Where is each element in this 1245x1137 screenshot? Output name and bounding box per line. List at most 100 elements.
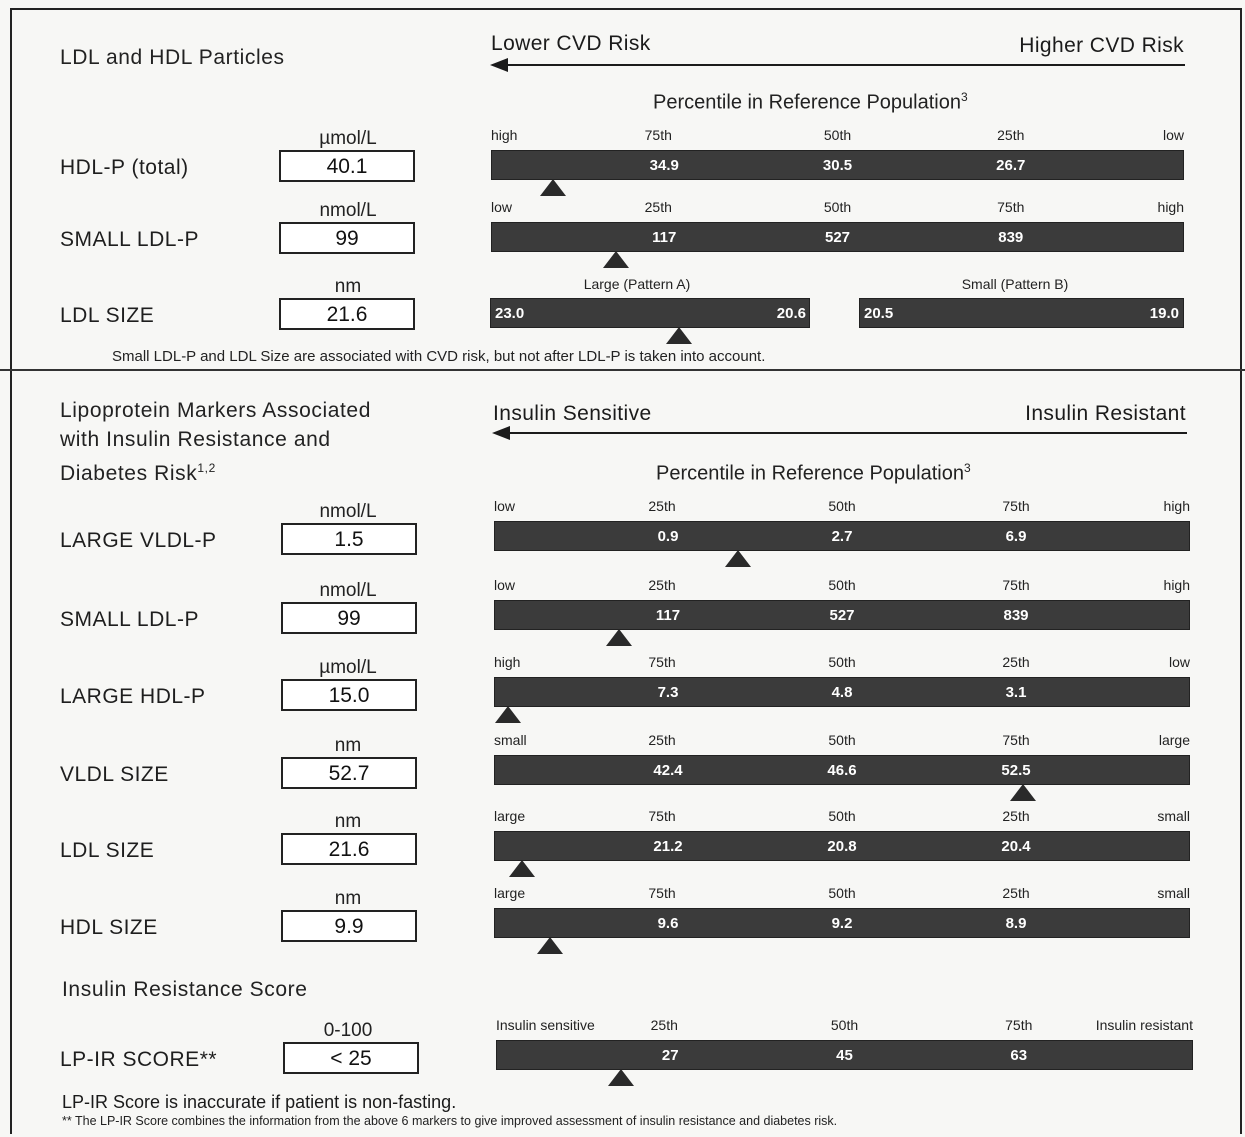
footnote-lp-ir: ** The LP-IR Score combines the informat… — [62, 1114, 838, 1128]
pattern-a-bar — [490, 298, 810, 328]
unit-label: nmol/L — [319, 580, 377, 601]
percentile-tick-label: low — [494, 498, 516, 514]
percentile-tick-label: 25th — [650, 1017, 678, 1033]
bar-percentile-value: 117 — [655, 607, 681, 624]
result-value-box: 15.0 — [281, 679, 417, 711]
percentile-bar — [494, 831, 1190, 861]
percentile-bar — [494, 677, 1190, 707]
left-arrow-icon — [490, 58, 508, 72]
percentile-tick-label: 50th — [828, 577, 856, 593]
percentile-tick-label: 25th — [648, 732, 676, 748]
unit-label: nmol/L — [319, 501, 377, 522]
percentile-bar — [494, 600, 1190, 630]
bar-range-value: 19.0 — [1149, 305, 1179, 322]
percentile-tick-label: 50th — [823, 199, 852, 215]
bar-percentile-value: 117 — [652, 229, 677, 246]
unit-label: nm — [334, 735, 362, 756]
percentile-bar — [494, 521, 1190, 551]
report-frame — [10, 8, 1242, 1134]
bar-percentile-value: 27 — [661, 1047, 679, 1064]
row-label: SMALL LDL-P — [60, 228, 199, 251]
row-label: LDL SIZE — [60, 304, 155, 327]
percentile-tick-label: 75th — [648, 885, 676, 901]
unit-label: µmol/L — [319, 657, 377, 678]
bar-percentile-value: 527 — [824, 229, 851, 246]
row-label: LARGE HDL-P — [60, 685, 206, 708]
result-marker-icon — [1009, 784, 1036, 801]
percentile-tick-label: low — [491, 199, 513, 215]
insulin-sensitive-label: Insulin Sensitive — [493, 402, 652, 425]
bar-percentile-value: 26.7 — [996, 157, 1026, 174]
result-value-box: 40.1 — [279, 150, 415, 182]
row-label: HDL-P (total) — [60, 156, 189, 179]
percentile-tick-label: 75th — [644, 127, 672, 143]
percentile-bar — [491, 222, 1184, 252]
percentile-title: Percentile in Reference Population3 — [656, 461, 971, 485]
percentile-bar — [494, 908, 1190, 938]
result-marker-icon — [665, 327, 692, 344]
bar-percentile-value: 2.7 — [831, 528, 853, 545]
bar-range-value: 23.0 — [495, 305, 525, 322]
bar-percentile-value: 34.9 — [649, 157, 679, 174]
row-label: VLDL SIZE — [60, 763, 169, 786]
percentile-tick-label: high — [1163, 498, 1190, 514]
section1-note: Small LDL-P and LDL Size are associated … — [112, 348, 766, 365]
percentile-tick-label: 25th — [1002, 808, 1030, 824]
result-marker-icon — [606, 629, 633, 646]
bar-percentile-value: 9.6 — [657, 915, 679, 932]
higher-cvd-risk-label: Higher CVD Risk — [1019, 34, 1184, 57]
lower-cvd-risk-label: Lower CVD Risk — [491, 32, 651, 55]
risk-arrow-line — [500, 64, 1185, 66]
unit-label: nm — [334, 276, 362, 297]
percentile-tick-label: 25th — [1002, 885, 1030, 901]
unit-label: µmol/L — [319, 128, 377, 149]
bar-percentile-value: 20.8 — [827, 838, 857, 855]
result-value-box: 1.5 — [281, 523, 417, 555]
unit-label: 0-100 — [323, 1020, 373, 1041]
percentile-tick-label: 75th — [648, 654, 676, 670]
pattern-a-label: Large (Pattern A) — [583, 276, 691, 292]
percentile-tick-label: small — [494, 732, 527, 748]
percentile-tick-label: low — [494, 577, 516, 593]
section2-title: Lipoprotein Markers Associated with Insu… — [60, 399, 371, 485]
row-label: LP-IR SCORE** — [60, 1048, 218, 1071]
percentile-tick-label: 50th — [828, 732, 856, 748]
percentile-tick-label: high — [494, 654, 521, 670]
result-value-box: 21.6 — [279, 298, 415, 330]
bar-percentile-value: 45 — [836, 1047, 853, 1064]
percentile-tick-label: small — [1157, 808, 1190, 824]
result-value-box: 99 — [279, 222, 415, 254]
percentile-tick-label: high — [1163, 577, 1190, 593]
percentile-tick-label: 25th — [1002, 654, 1030, 670]
percentile-tick-label: 25th — [648, 577, 676, 593]
percentile-tick-label: 25th — [644, 199, 672, 215]
result-marker-icon — [508, 860, 535, 877]
result-marker-icon — [602, 251, 629, 268]
percentile-tick-label: 75th — [997, 199, 1025, 215]
bar-percentile-value: 527 — [829, 607, 855, 624]
percentile-tick-label: 50th — [828, 498, 856, 514]
percentile-tick-label: 25th — [648, 498, 676, 514]
result-marker-icon — [540, 179, 567, 196]
percentile-tick-label: large — [494, 808, 526, 824]
pattern-b-label: Small (Pattern B) — [961, 276, 1069, 292]
percentile-tick-label: small — [1157, 885, 1190, 901]
bar-percentile-value: 8.9 — [1005, 915, 1027, 932]
row-label: LDL SIZE — [60, 839, 155, 862]
percentile-tick-label: 75th — [1005, 1017, 1033, 1033]
percentile-tick-label: 75th — [1002, 498, 1030, 514]
bar-percentile-value: 9.2 — [831, 915, 853, 932]
bar-percentile-value: 7.3 — [657, 684, 679, 701]
result-marker-icon — [536, 937, 563, 954]
percentile-tick-label: 50th — [830, 1017, 859, 1033]
bar-percentile-value: 3.1 — [1005, 684, 1027, 701]
ir-score-title: Insulin Resistance Score — [62, 978, 308, 1001]
unit-label: nm — [334, 811, 362, 832]
bar-percentile-value: 839 — [998, 229, 1024, 246]
row-label: HDL SIZE — [60, 916, 158, 939]
bar-percentile-value: 0.9 — [657, 528, 679, 545]
bar-percentile-value: 21.2 — [653, 838, 683, 855]
bar-percentile-value: 4.8 — [831, 684, 853, 701]
percentile-tick-label: 50th — [828, 885, 856, 901]
result-value-box: 21.6 — [281, 833, 417, 865]
